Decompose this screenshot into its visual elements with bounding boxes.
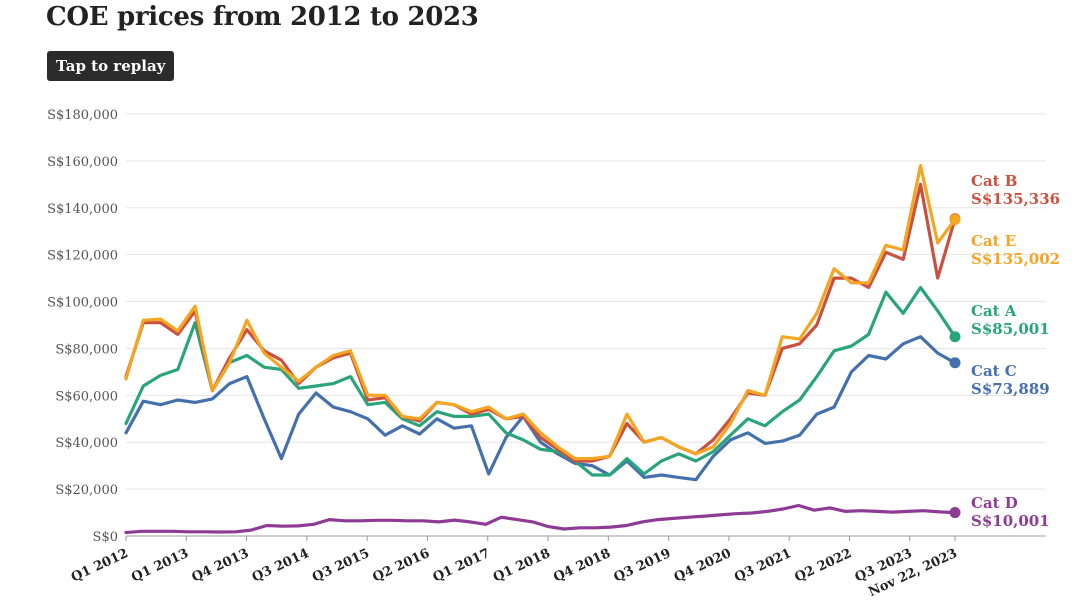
grid — [126, 113, 1046, 537]
series-value-label: S$85,001 — [971, 320, 1050, 338]
series-line-cat-a — [124, 285, 957, 477]
x-tick-label: Q3 2015 — [310, 546, 372, 585]
series-line-cat-e — [124, 164, 957, 461]
end-point-cat-c — [949, 357, 961, 369]
series-name-label: Cat E — [971, 232, 1016, 250]
x-tick-label: Q3 2014 — [250, 546, 312, 585]
series-line-cat-d — [124, 503, 957, 535]
x-tick-label: Q1 2013 — [129, 546, 191, 585]
replay-button[interactable]: Tap to replay — [47, 51, 175, 81]
y-axis: S$0 S$20,000 S$40,000 S$60,000 S$80,000 S$100… — [47, 108, 118, 545]
x-tick-label: Q2 2016 — [370, 546, 432, 585]
y-tick-label: S$40,000 — [55, 436, 118, 451]
x-tick-label: Q4 2018 — [551, 546, 613, 585]
series-name-label: Cat C — [971, 362, 1017, 380]
series-lines — [124, 164, 961, 535]
end-point-cat-a — [949, 331, 961, 343]
series-value-label: S$135,002 — [971, 250, 1060, 268]
y-tick-label: S$20,000 — [55, 483, 118, 498]
x-tick-label: Q2 2022 — [792, 546, 854, 585]
series-line-cat-b — [124, 182, 957, 463]
series-labels: Cat DS$10,001 Cat CS$73,889 Cat AS$85,001 C… — [971, 172, 1060, 530]
series-value-label: S$73,889 — [971, 380, 1050, 398]
chart-title: COE prices from 2012 to 2023 — [46, 2, 479, 32]
x-tick-label: Q3 2021 — [732, 546, 794, 585]
y-tick-label: S$180,000 — [47, 108, 118, 123]
series-line-cat-c — [124, 335, 957, 482]
y-tick-label: S$60,000 — [55, 389, 118, 404]
y-tick-label: S$0 — [93, 530, 118, 545]
y-tick-label: S$120,000 — [47, 249, 118, 264]
series-name-label: Cat D — [971, 494, 1018, 512]
y-tick-label: S$80,000 — [55, 342, 118, 357]
y-tick-label: S$100,000 — [47, 296, 118, 311]
y-tick-label: S$140,000 — [47, 202, 118, 217]
end-point-cat-e — [949, 213, 961, 225]
x-tick-label: Q1 2017 — [431, 546, 493, 585]
x-tick-label: Q4 2020 — [672, 546, 734, 585]
series-value-label: S$10,001 — [971, 512, 1050, 530]
x-tick-label: Q1 2012 — [69, 546, 131, 585]
series-name-label: Cat B — [971, 172, 1018, 190]
x-tick-label: Q1 2018 — [491, 546, 553, 585]
x-tick-label: Q3 2019 — [612, 546, 674, 585]
series-value-label: S$135,336 — [971, 190, 1060, 208]
x-tick-label: Q4 2013 — [190, 546, 252, 585]
y-tick-label: S$160,000 — [47, 155, 118, 170]
end-point-cat-d — [949, 507, 961, 519]
series-name-label: Cat A — [971, 302, 1017, 320]
